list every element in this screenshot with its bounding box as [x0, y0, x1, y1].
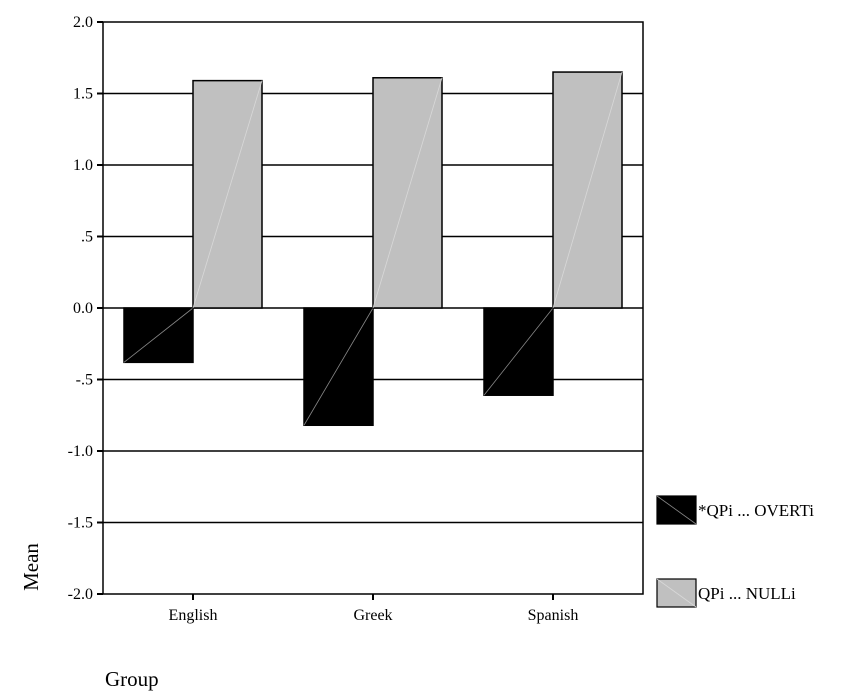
bar-hatch [483, 307, 554, 396]
x-tick-label: Spanish [528, 607, 579, 624]
y-tick-label: -.5 [76, 372, 93, 389]
y-tick-label: 0.0 [73, 300, 93, 317]
bar-hatch [123, 307, 194, 363]
y-tick-label: -1.0 [68, 443, 93, 460]
y-tick-label: 1.0 [73, 157, 93, 174]
y-tick-label: -1.5 [68, 515, 93, 532]
legend-label: *QPi ... OVERTi [698, 501, 814, 520]
bar-hatch [303, 307, 374, 426]
bar-hatch [552, 71, 623, 309]
y-axis-title: Mean [19, 543, 43, 591]
bars [123, 71, 623, 427]
bar-hatch [372, 77, 443, 309]
x-axis-title: Group [105, 667, 159, 691]
legend-swatch-hatch [656, 495, 697, 525]
y-tick-label: .5 [81, 229, 93, 246]
x-tick-label: Greek [353, 607, 392, 624]
y-tick-label: 2.0 [73, 14, 93, 31]
y-axis: -2.0 -1.5 -1.0 -.5 0.0 .5 1.0 1.5 2.0 [68, 14, 103, 603]
legend-label: QPi ... NULLi [698, 584, 796, 603]
bar-hatch [192, 80, 263, 309]
x-tick-label: English [169, 607, 218, 624]
legend-swatch-hatch [656, 578, 697, 608]
y-tick-label: -2.0 [68, 586, 93, 603]
y-tick-label: 1.5 [73, 86, 93, 103]
legend: *QPi ... OVERTi QPi ... NULLi [656, 495, 814, 608]
x-axis: English Greek Spanish [169, 594, 579, 624]
